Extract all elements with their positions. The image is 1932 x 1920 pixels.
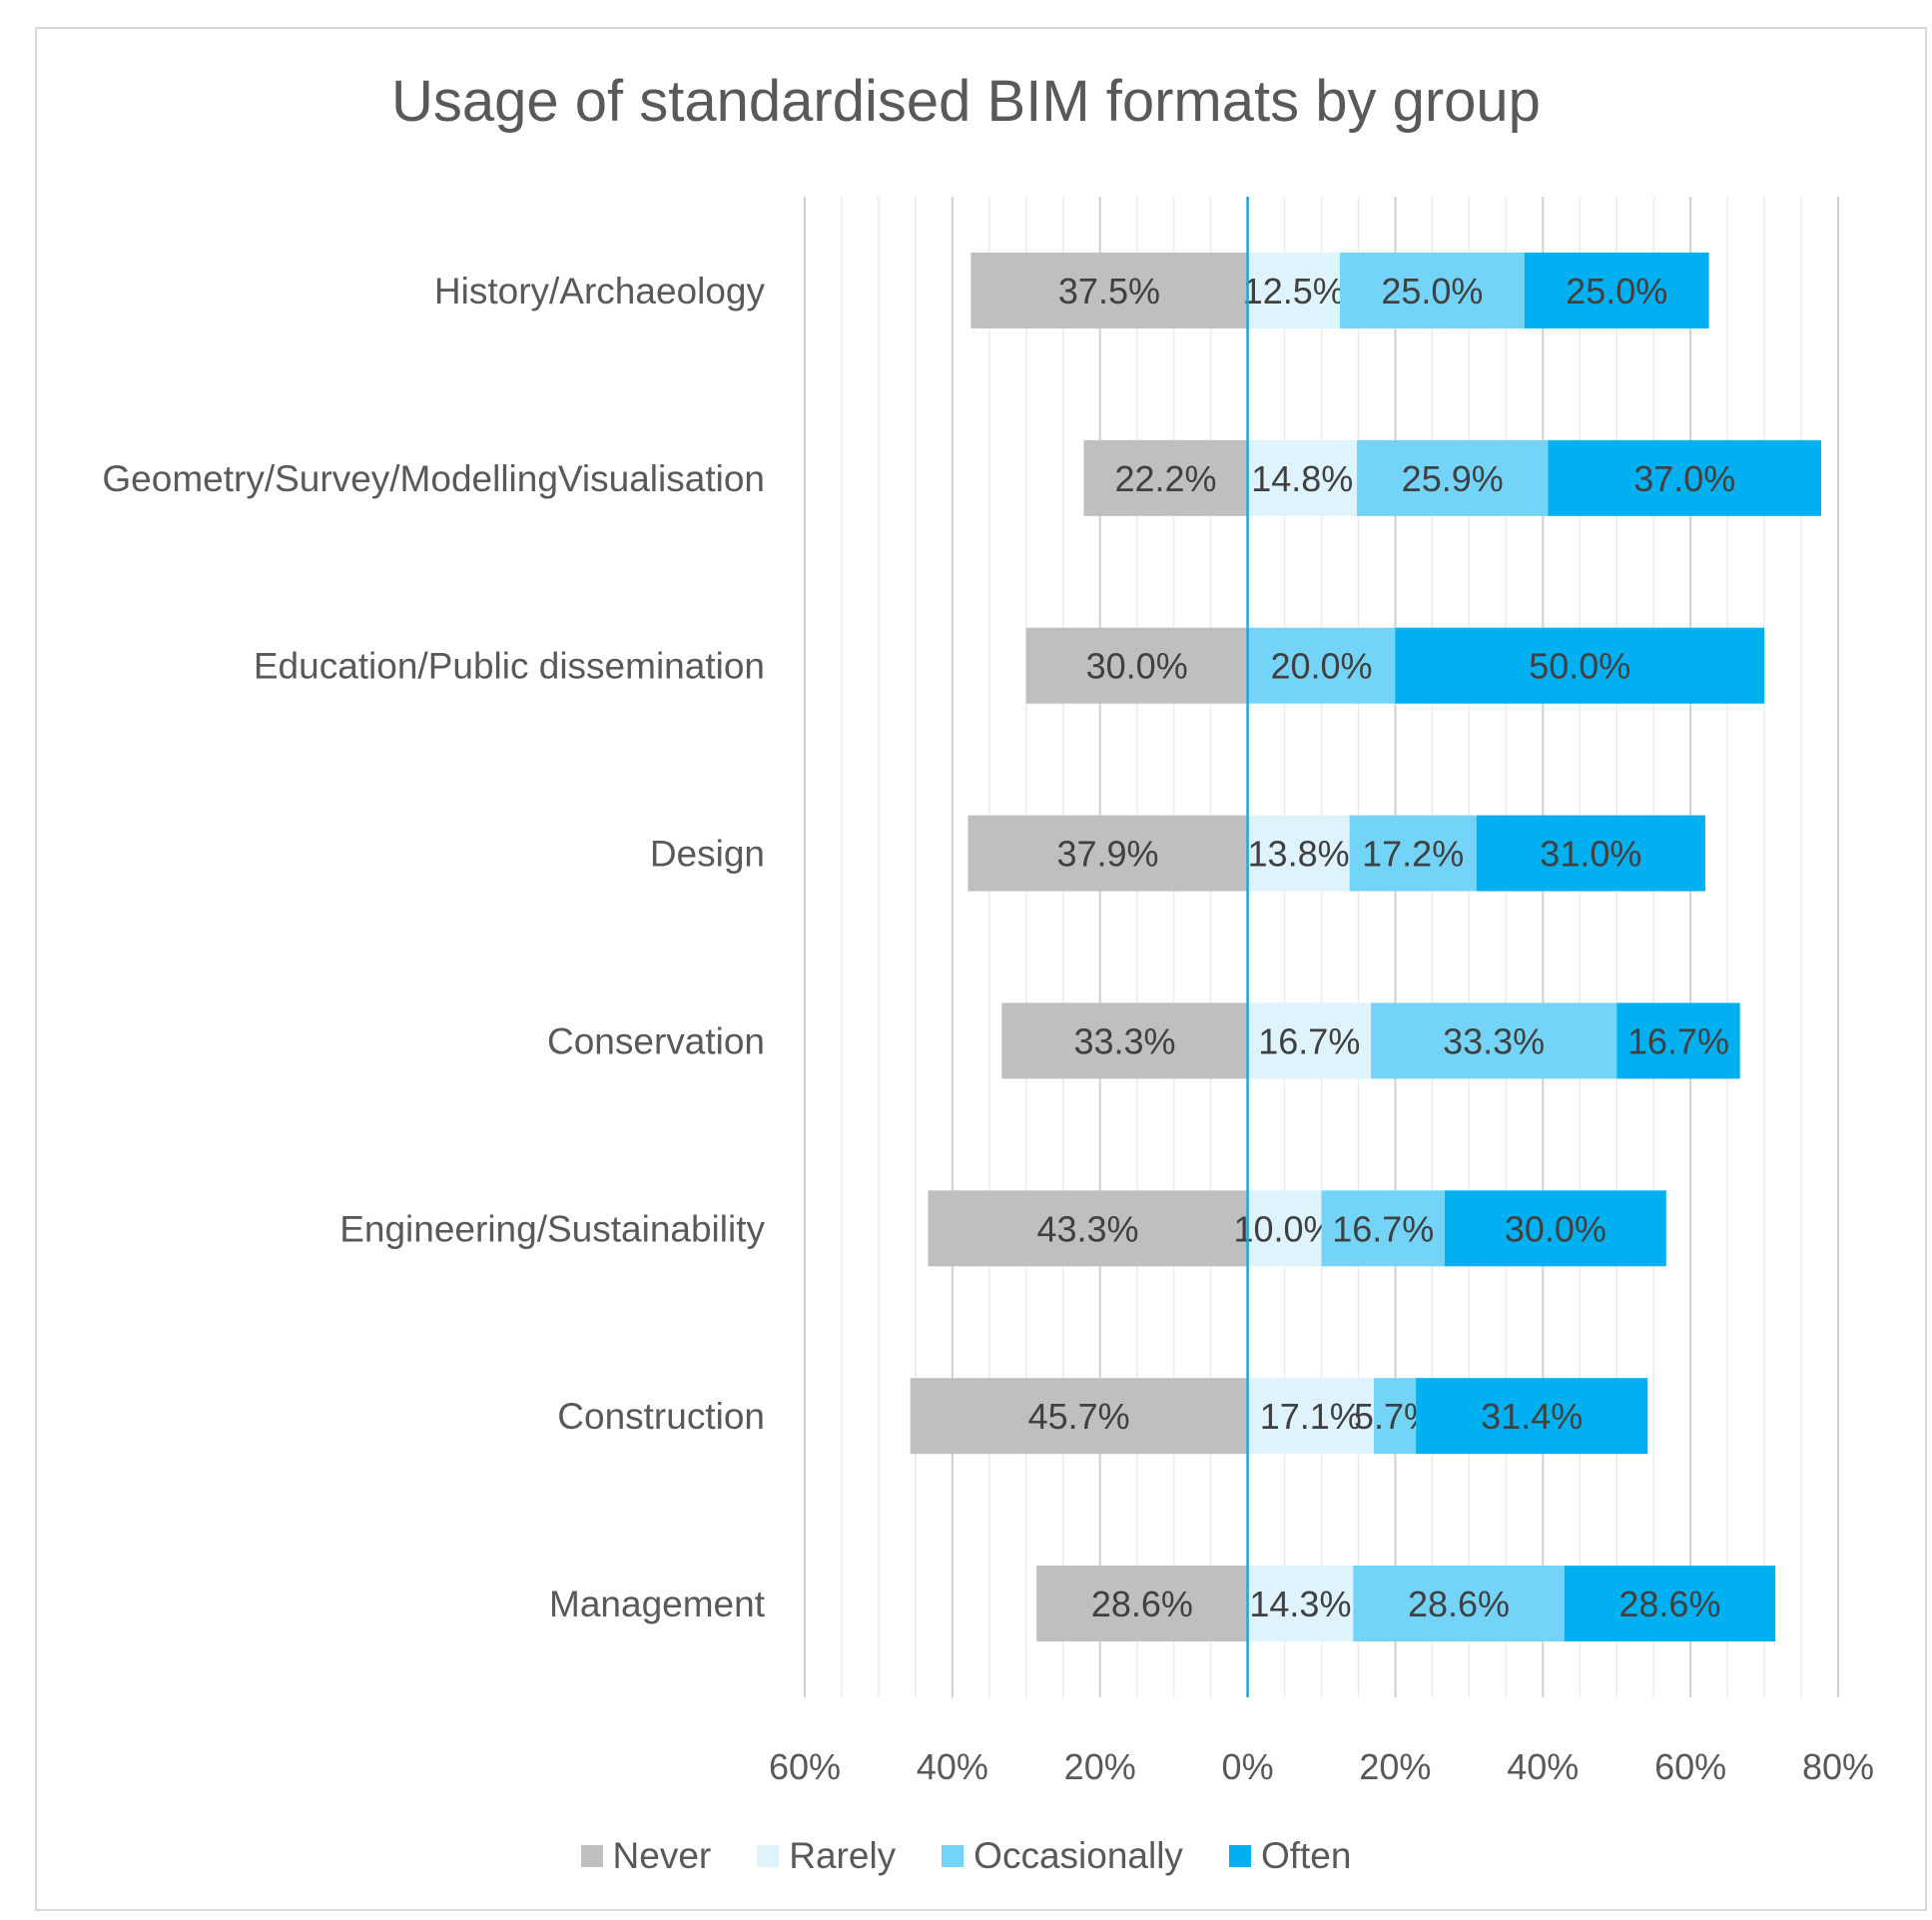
legend-item-often: Often	[1228, 1835, 1352, 1877]
data-label: 50.0%	[1529, 646, 1630, 687]
x-tick-label: 20%	[1359, 1746, 1431, 1787]
x-tick-label: 40%	[1507, 1746, 1579, 1787]
bar-occasionally	[1371, 1002, 1617, 1079]
data-label: 37.9%	[1056, 834, 1158, 875]
bar-occasionally	[1321, 1190, 1445, 1267]
bar-never	[970, 252, 1248, 328]
legend-label: Occasionally	[973, 1835, 1183, 1876]
legend-swatch	[1228, 1845, 1251, 1867]
category-label: Education/Public dissemination	[254, 646, 765, 687]
bar-rarely	[1247, 815, 1350, 892]
bar-never	[910, 1378, 1248, 1455]
x-tick-label: 0%	[1222, 1746, 1274, 1787]
x-tick-label: 60%	[769, 1746, 841, 1787]
data-label: 13.8%	[1248, 834, 1350, 875]
chart-title: Usage of standardised BIM formats by gro…	[391, 69, 1541, 134]
data-label: 17.2%	[1362, 834, 1464, 875]
data-label: 30.0%	[1505, 1208, 1607, 1249]
data-label: 28.6%	[1091, 1584, 1193, 1624]
data-label: 16.7%	[1627, 1020, 1729, 1061]
bar-never	[1025, 627, 1248, 704]
data-label: 28.6%	[1618, 1584, 1720, 1624]
data-label: 22.2%	[1114, 458, 1216, 499]
data-label: 33.3%	[1443, 1020, 1545, 1061]
bar-often	[1395, 627, 1765, 704]
bar-never	[928, 1190, 1248, 1267]
data-label: 33.3%	[1073, 1020, 1175, 1061]
data-label: 17.1%	[1260, 1396, 1362, 1437]
bar-often	[1616, 1002, 1740, 1079]
category-label: Construction	[557, 1396, 765, 1437]
bar-occasionally	[1356, 439, 1549, 516]
data-label: 14.8%	[1251, 458, 1353, 499]
data-label: 20.0%	[1270, 646, 1372, 687]
legend-swatch	[580, 1845, 603, 1867]
category-label: Engineering/Sustainability	[339, 1208, 765, 1249]
bar-occasionally	[1349, 815, 1477, 892]
data-label: 16.7%	[1332, 1208, 1434, 1249]
bar-never	[1083, 439, 1248, 516]
bar-often	[1524, 252, 1709, 328]
legend-item-never: Never	[580, 1835, 712, 1877]
data-label: 37.0%	[1633, 458, 1735, 499]
bar-occasionally	[1247, 627, 1396, 704]
bar-rarely	[1247, 1190, 1322, 1267]
bar-never	[967, 815, 1248, 892]
data-label: 25.0%	[1566, 271, 1667, 312]
bar-never	[1001, 1002, 1248, 1079]
x-tick-label: 60%	[1654, 1746, 1726, 1787]
data-label: 31.4%	[1481, 1396, 1583, 1437]
bar-rarely	[1247, 1002, 1372, 1079]
legend-item-occasionally: Occasionally	[942, 1835, 1183, 1877]
bar-rarely	[1247, 1566, 1354, 1642]
legend-label: Often	[1260, 1835, 1352, 1876]
bar-occasionally	[1373, 1378, 1417, 1455]
data-label: 45.7%	[1028, 1396, 1130, 1437]
category-label: Conservation	[547, 1020, 765, 1061]
chart-legend: Never Rarely Occasionally Often	[0, 1835, 1932, 1877]
bar-rarely	[1247, 1378, 1374, 1455]
category-label: Geometry/Survey/ModellingVisualisation	[102, 458, 765, 499]
data-label: 10.0%	[1233, 1208, 1335, 1249]
bar-often	[1548, 439, 1821, 516]
category-label: History/Archaeology	[434, 271, 766, 312]
data-label: 30.0%	[1086, 646, 1188, 687]
legend-swatch	[757, 1845, 780, 1867]
legend-swatch	[942, 1845, 965, 1867]
category-label: Design	[650, 834, 765, 875]
bar-rarely	[1247, 252, 1340, 328]
category-label: Management	[549, 1584, 766, 1624]
bar-often	[1416, 1378, 1648, 1455]
data-label: 14.3%	[1249, 1584, 1351, 1624]
bar-often	[1444, 1190, 1666, 1267]
bar-occasionally	[1339, 252, 1525, 328]
data-label: 12.5%	[1243, 271, 1345, 312]
data-label: 43.3%	[1036, 1208, 1138, 1249]
legend-item-rarely: Rarely	[757, 1835, 896, 1877]
bar-occasionally	[1353, 1566, 1565, 1642]
data-label: 16.7%	[1258, 1020, 1360, 1061]
data-label: 31.0%	[1540, 834, 1641, 875]
data-label: 25.9%	[1402, 458, 1504, 499]
bar-often	[1476, 815, 1705, 892]
bar-rarely	[1247, 439, 1357, 516]
data-label: 25.0%	[1381, 271, 1483, 312]
x-tick-label: 40%	[917, 1746, 988, 1787]
x-tick-label: 80%	[1802, 1746, 1874, 1787]
data-label: 28.6%	[1408, 1584, 1510, 1624]
bar-never	[1036, 1566, 1248, 1642]
legend-label: Never	[612, 1835, 712, 1876]
data-label: 37.5%	[1058, 271, 1160, 312]
x-tick-label: 20%	[1064, 1746, 1136, 1787]
legend-label: Rarely	[789, 1835, 897, 1876]
bar-often	[1564, 1566, 1776, 1642]
